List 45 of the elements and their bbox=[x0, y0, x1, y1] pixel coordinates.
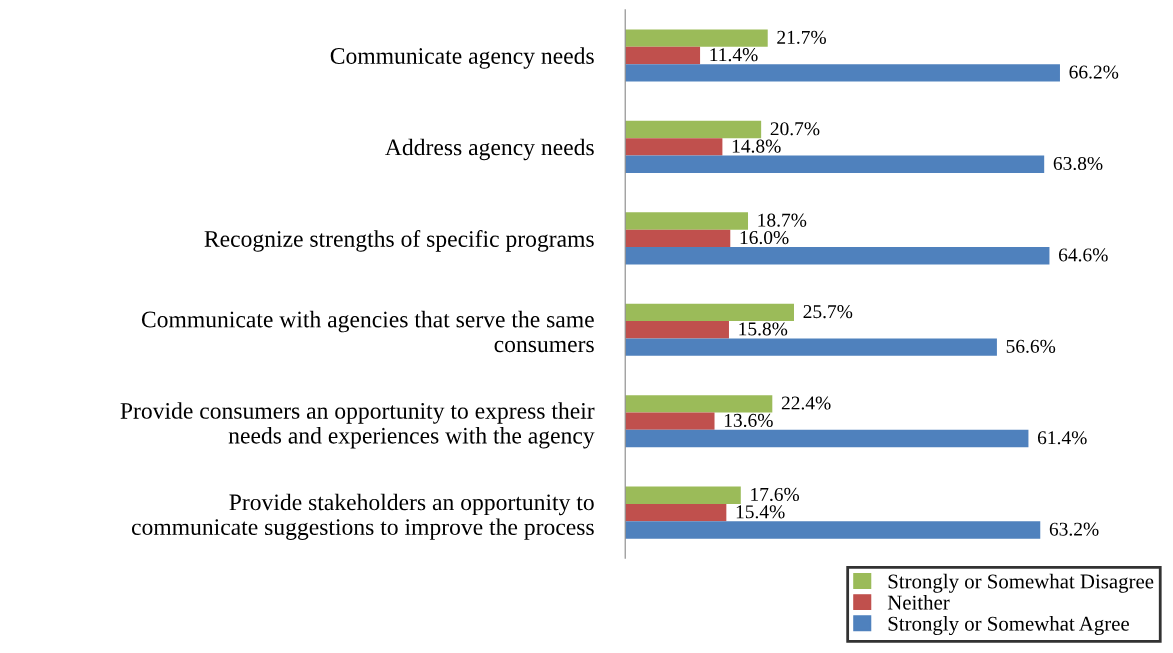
y-tick-label: Provide consumers an opportunity to express their needs and experiences with the agency bbox=[120, 402, 595, 449]
bar bbox=[625, 138, 723, 156]
data-label: 16.0% bbox=[740, 230, 789, 245]
legend-label: Neither bbox=[887, 594, 950, 610]
bar bbox=[625, 247, 1050, 265]
data-label: 64.6% bbox=[1058, 248, 1108, 262]
bar bbox=[625, 64, 1060, 82]
bar bbox=[625, 338, 997, 356]
data-label: 20.7% bbox=[770, 122, 820, 136]
y-tick-label: Communicate agency needs bbox=[330, 47, 594, 69]
data-label: 25.7% bbox=[803, 305, 853, 319]
data-label: 15.8% bbox=[739, 322, 788, 336]
y-tick-label: Recognize strengths of specific programs bbox=[204, 230, 594, 252]
bar bbox=[625, 486, 741, 504]
bar bbox=[625, 429, 1029, 448]
data-label: 61.4% bbox=[1037, 431, 1087, 445]
data-label: 18.7% bbox=[758, 213, 807, 227]
data-label: 66.2% bbox=[1069, 65, 1119, 79]
data-label: 14.8% bbox=[732, 139, 781, 153]
bar bbox=[625, 229, 731, 248]
y-tick-label: Provide stakeholders an opportunity to communicate suggestions to improve the process bbox=[131, 493, 594, 540]
legend-label: Strongly or Somewhat Disagree bbox=[888, 573, 1154, 593]
bar bbox=[625, 212, 749, 230]
bar bbox=[625, 412, 715, 430]
bar bbox=[625, 155, 1045, 173]
legend-label: Strongly or Somewhat Agree bbox=[888, 616, 1129, 636]
y-tick-label: Address agency needs bbox=[385, 138, 594, 161]
data-label: 11.4% bbox=[710, 48, 758, 62]
data-label: 21.7% bbox=[777, 30, 826, 44]
bar bbox=[625, 120, 762, 139]
bar bbox=[625, 503, 727, 522]
bar bbox=[625, 321, 729, 339]
bar bbox=[625, 521, 1041, 539]
y-tick-label: Communicate with agencies that serve the same consumers bbox=[141, 310, 594, 353]
data-label: 63.8% bbox=[1053, 156, 1103, 171]
data-label: 13.6% bbox=[724, 413, 773, 428]
data-label: 63.2% bbox=[1049, 522, 1099, 536]
data-label: 22.4% bbox=[781, 396, 831, 410]
data-label: 15.4% bbox=[736, 505, 785, 519]
data-label: 17.6% bbox=[751, 487, 800, 502]
bar bbox=[625, 303, 794, 322]
bar bbox=[625, 395, 773, 413]
bar bbox=[625, 29, 768, 47]
bar bbox=[625, 46, 701, 65]
data-label: 56.6% bbox=[1006, 339, 1056, 353]
